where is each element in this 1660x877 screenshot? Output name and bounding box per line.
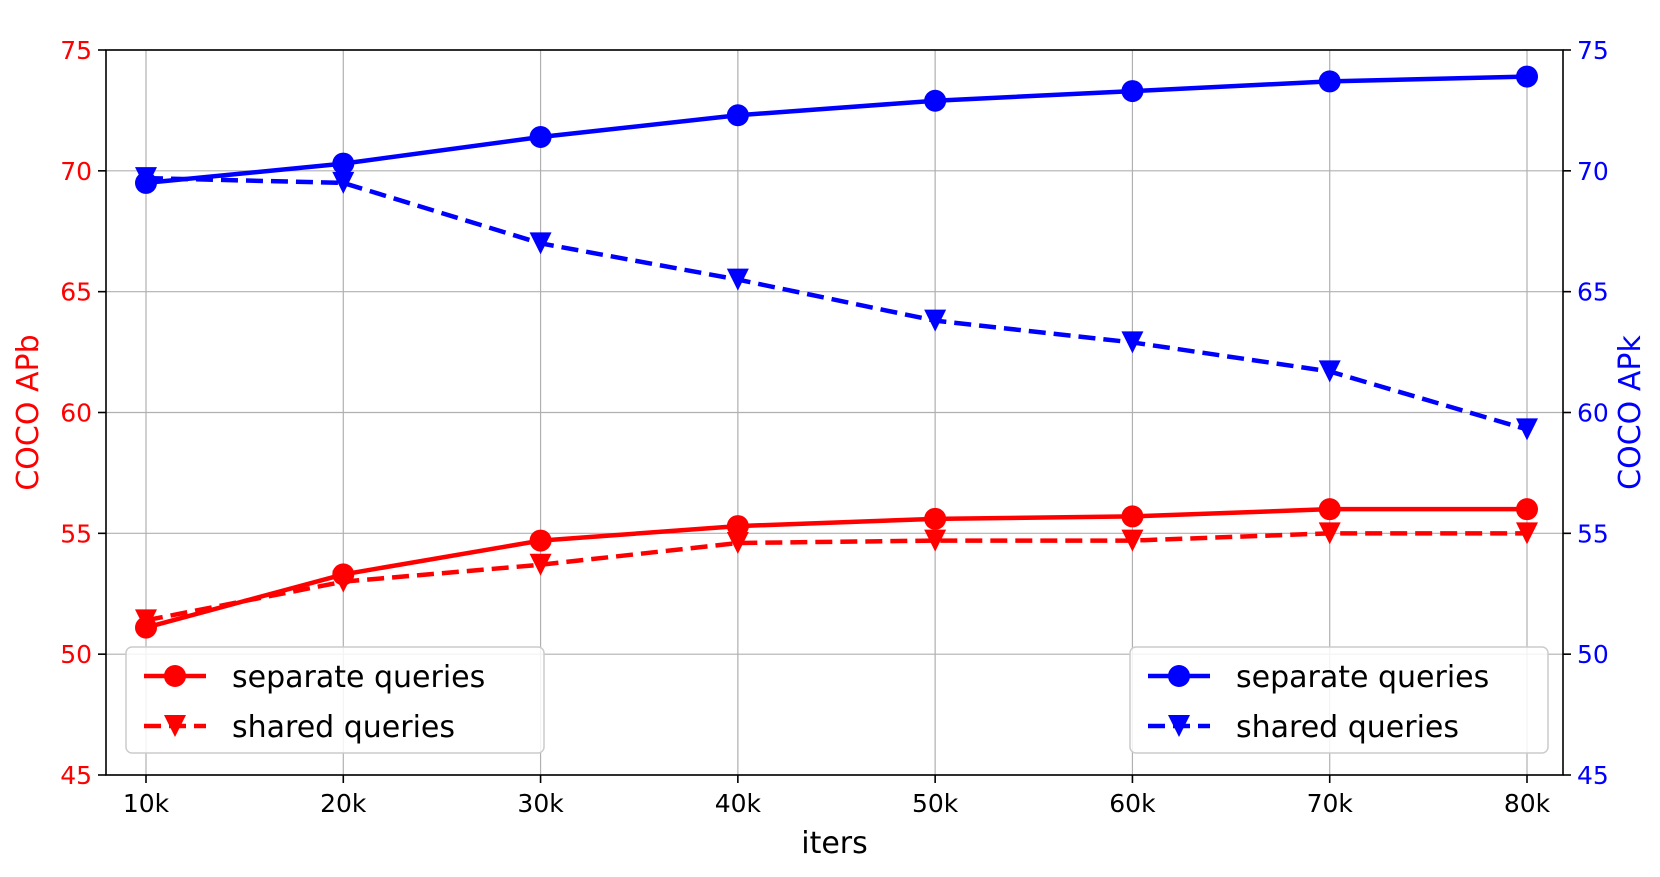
data-point [332, 171, 355, 194]
data-point [726, 104, 749, 127]
left-y-tick-label: 55 [60, 519, 92, 548]
right-y-tick-label: 75 [1577, 36, 1609, 65]
right-y-tick-label: 55 [1577, 519, 1609, 548]
right-y-tick-label: 65 [1577, 278, 1609, 307]
right-y-tick-label: 50 [1577, 640, 1609, 669]
data-point [726, 268, 749, 291]
data-point [1121, 331, 1144, 354]
legend-label: shared queries [232, 710, 455, 745]
legend-label: separate queries [232, 660, 485, 695]
series-line [145, 175, 1528, 432]
legend-label: separate queries [1236, 660, 1489, 695]
legend-box [125, 646, 545, 754]
right-y-axis-label: COCO APk [1613, 335, 1648, 490]
legend-swatch-marker [164, 715, 186, 737]
data-point [332, 152, 355, 175]
data-point [924, 89, 947, 112]
data-point [1318, 498, 1341, 521]
data-point [1318, 522, 1341, 545]
series-layer [135, 65, 1538, 639]
data-point [924, 309, 947, 332]
left-y-axis-label: COCO APb [11, 334, 46, 490]
data-point [726, 515, 749, 538]
data-point [1318, 360, 1341, 383]
series-line [145, 531, 1527, 623]
x-tick-label: 60k [1109, 789, 1156, 818]
legend-label: shared queries [1236, 710, 1459, 745]
left-y-tick-label: 70 [60, 157, 92, 186]
legend-swatch-marker [164, 665, 186, 687]
data-point [1318, 70, 1341, 93]
data-point [1516, 65, 1538, 88]
left-y-tick-label: 60 [60, 399, 92, 428]
data-point [726, 532, 749, 554]
left-y-tick-label: 50 [60, 640, 92, 669]
series-right-shared-queries [135, 167, 1538, 441]
data-point [529, 126, 552, 148]
legend-left: separate queries shared queries [125, 646, 545, 754]
left-y-tick-label: 65 [60, 278, 92, 307]
data-point [1516, 498, 1538, 521]
x-tick-label: 40k [715, 789, 762, 818]
data-point [529, 553, 552, 576]
series-line [145, 74, 1528, 186]
data-point [135, 609, 157, 632]
x-axis-label: iters [801, 826, 868, 861]
x-tick-label: 30k [517, 789, 564, 818]
data-point [1516, 418, 1538, 441]
left-y-tick-label: 75 [60, 36, 92, 65]
x-tick-label: 80k [1504, 789, 1551, 818]
x-tick-label: 50k [912, 789, 959, 818]
data-point [1516, 522, 1538, 545]
series-left-separate-queries [135, 498, 1538, 639]
data-point [924, 507, 947, 530]
data-point [529, 232, 552, 255]
right-y-tick-label: 45 [1577, 761, 1609, 790]
data-point [332, 570, 355, 593]
data-point [924, 529, 947, 552]
data-point [135, 167, 157, 190]
data-point [1121, 80, 1144, 103]
series-left-shared-queries [135, 522, 1538, 632]
right-y-tick-label: 60 [1577, 399, 1609, 428]
data-point [529, 529, 552, 552]
legend-box [1129, 646, 1549, 754]
data-point [1121, 505, 1144, 528]
left-y-tick-label: 45 [60, 761, 92, 790]
legend-right: separate queries shared queries [1129, 646, 1549, 754]
right-y-tick-label: 70 [1577, 157, 1609, 186]
data-point [1121, 529, 1144, 552]
axes: 10k 20k 30k 40k 50k 60k 70k 80k 45 50 55 60 65 70 75 45… [60, 36, 1609, 818]
x-tick-label: 70k [1307, 789, 1354, 818]
x-tick-label: 10k [123, 789, 170, 818]
legend-swatch-marker [1168, 665, 1190, 687]
x-tick-label: 20k [320, 789, 367, 818]
series-line [145, 506, 1527, 630]
legend-swatch-marker [1168, 715, 1190, 737]
